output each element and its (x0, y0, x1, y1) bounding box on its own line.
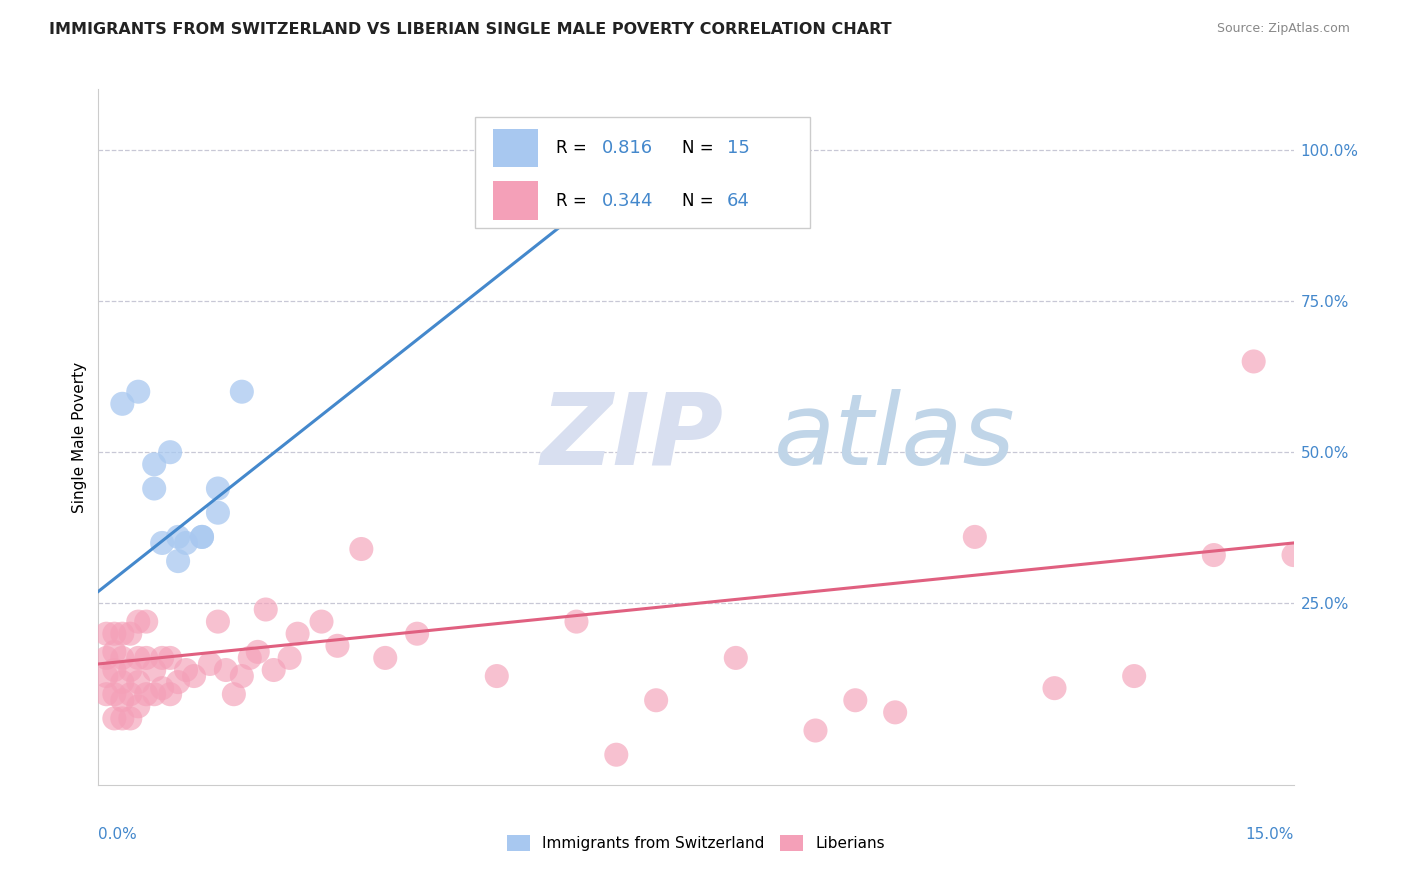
Text: R =: R = (557, 192, 592, 210)
Point (191, 530, 214, 544)
Point (311, 615, 333, 629)
Point (326, 639, 349, 653)
Point (167, 675, 190, 690)
Text: R =: R = (557, 139, 592, 157)
Point (963, 530, 986, 544)
Point (167, 554, 190, 568)
Point (120, 711, 142, 725)
Point (1243, 354, 1265, 368)
Text: Source: ZipAtlas.com: Source: ZipAtlas.com (1216, 22, 1350, 36)
Point (127, 615, 149, 629)
Point (198, 657, 221, 671)
Bar (494, 181, 538, 219)
Point (143, 663, 166, 677)
Point (111, 626, 134, 640)
Point (246, 645, 269, 659)
Bar (494, 129, 538, 168)
Point (174, 663, 197, 677)
Point (143, 458, 166, 472)
Point (135, 687, 157, 701)
Text: 15.0%: 15.0% (1246, 827, 1294, 842)
Text: 0.344: 0.344 (602, 192, 652, 210)
Point (605, 747, 627, 762)
Point (103, 626, 125, 640)
Y-axis label: Single Male Poverty: Single Male Poverty (72, 361, 87, 513)
Point (120, 687, 142, 701)
Point (103, 711, 125, 725)
Point (143, 482, 166, 496)
Point (183, 669, 205, 683)
Point (103, 645, 125, 659)
Point (135, 615, 157, 629)
Point (239, 651, 262, 665)
Text: 15: 15 (727, 139, 749, 157)
Point (485, 669, 508, 683)
Point (191, 530, 214, 544)
Point (96, 669, 118, 683)
Point (159, 687, 181, 701)
Point (127, 699, 149, 714)
Point (645, 693, 668, 707)
Point (174, 536, 197, 550)
Point (111, 675, 134, 690)
Point (1043, 681, 1066, 695)
Point (111, 693, 134, 707)
Point (724, 651, 747, 665)
Point (120, 626, 142, 640)
Point (406, 626, 429, 640)
Point (159, 651, 181, 665)
Point (111, 711, 134, 725)
Point (96, 626, 118, 640)
Point (1282, 548, 1305, 562)
Point (287, 626, 309, 640)
Point (127, 384, 149, 399)
Point (231, 669, 253, 683)
Point (103, 663, 125, 677)
Point (143, 687, 166, 701)
Point (135, 651, 157, 665)
Point (254, 602, 277, 616)
Point (374, 651, 396, 665)
Point (844, 693, 866, 707)
Point (278, 651, 301, 665)
Text: IMMIGRANTS FROM SWITZERLAND VS LIBERIAN SINGLE MALE POVERTY CORRELATION CHART: IMMIGRANTS FROM SWITZERLAND VS LIBERIAN … (49, 22, 891, 37)
Point (159, 445, 181, 459)
Point (150, 651, 173, 665)
Text: ZIP: ZIP (540, 389, 724, 485)
Point (96, 687, 118, 701)
Point (207, 506, 229, 520)
Point (150, 536, 173, 550)
Text: 64: 64 (727, 192, 749, 210)
Point (231, 384, 253, 399)
Point (350, 541, 373, 556)
Point (120, 663, 142, 677)
Point (804, 723, 827, 738)
Point (1123, 669, 1146, 683)
Point (1202, 548, 1225, 562)
Point (685, 143, 707, 157)
Point (215, 663, 238, 677)
Point (167, 530, 190, 544)
Text: N =: N = (682, 192, 718, 210)
Point (207, 482, 229, 496)
Point (565, 615, 588, 629)
Text: 0.816: 0.816 (602, 139, 652, 157)
Text: N =: N = (682, 139, 718, 157)
Point (111, 651, 134, 665)
Point (103, 687, 125, 701)
Legend: Immigrants from Switzerland, Liberians: Immigrants from Switzerland, Liberians (501, 830, 891, 857)
Point (263, 663, 285, 677)
Point (222, 687, 245, 701)
Point (111, 397, 134, 411)
FancyBboxPatch shape (475, 117, 810, 228)
Point (884, 706, 907, 720)
Point (207, 615, 229, 629)
Point (127, 651, 149, 665)
Point (96, 651, 118, 665)
Point (127, 675, 149, 690)
Text: 0.0%: 0.0% (98, 827, 138, 842)
Text: atlas: atlas (773, 389, 1015, 485)
Point (150, 681, 173, 695)
